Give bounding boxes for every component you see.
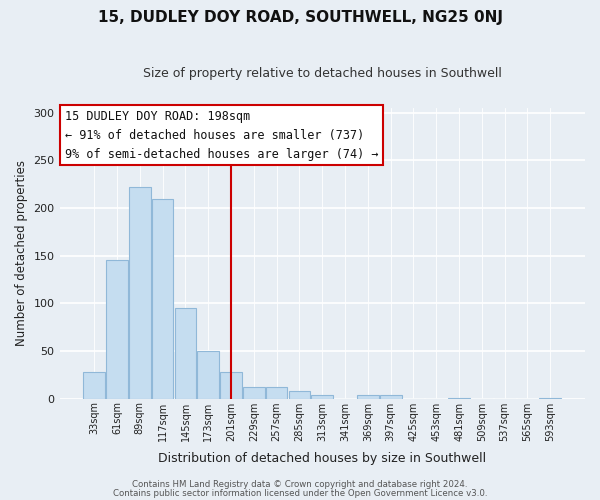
Text: Contains HM Land Registry data © Crown copyright and database right 2024.: Contains HM Land Registry data © Crown c… <box>132 480 468 489</box>
Bar <box>129 187 151 398</box>
Bar <box>220 372 242 398</box>
Bar <box>266 387 287 398</box>
Title: Size of property relative to detached houses in Southwell: Size of property relative to detached ho… <box>143 68 502 80</box>
Text: Contains public sector information licensed under the Open Government Licence v3: Contains public sector information licen… <box>113 489 487 498</box>
Bar <box>197 351 219 399</box>
Text: 15 DUDLEY DOY ROAD: 198sqm
← 91% of detached houses are smaller (737)
9% of semi: 15 DUDLEY DOY ROAD: 198sqm ← 91% of deta… <box>65 110 378 160</box>
Y-axis label: Number of detached properties: Number of detached properties <box>15 160 28 346</box>
Bar <box>380 395 401 398</box>
Bar <box>357 395 379 398</box>
Bar <box>289 391 310 398</box>
Text: 15, DUDLEY DOY ROAD, SOUTHWELL, NG25 0NJ: 15, DUDLEY DOY ROAD, SOUTHWELL, NG25 0NJ <box>97 10 503 25</box>
Bar <box>311 395 333 398</box>
Bar <box>106 260 128 398</box>
Bar <box>152 198 173 398</box>
Bar <box>83 372 105 398</box>
Bar <box>243 387 265 398</box>
Bar <box>175 308 196 398</box>
X-axis label: Distribution of detached houses by size in Southwell: Distribution of detached houses by size … <box>158 452 487 465</box>
